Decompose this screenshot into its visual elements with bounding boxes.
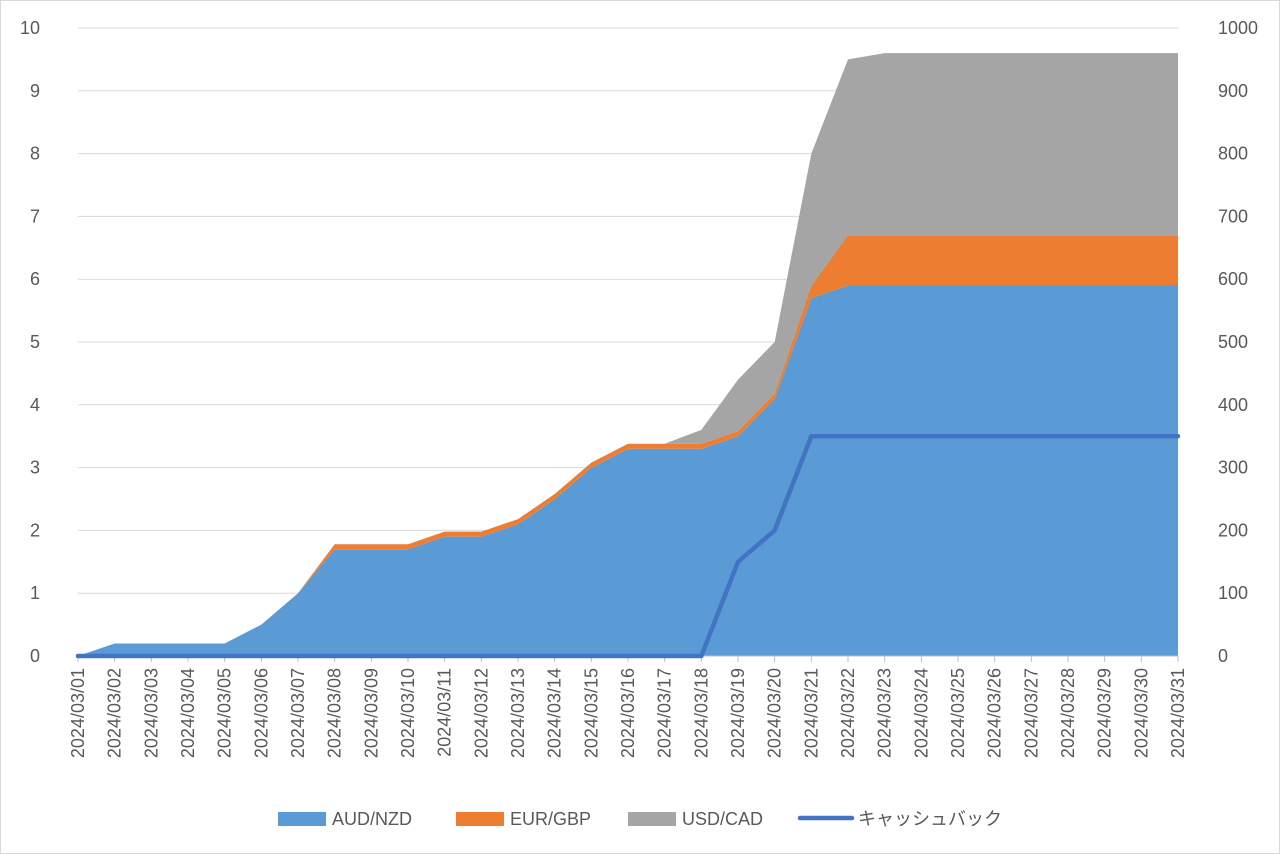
x-tick-label: 2024/03/11 bbox=[435, 668, 455, 757]
x-tick-label: 2024/03/12 bbox=[471, 668, 491, 758]
x-tick-label: 2024/03/06 bbox=[251, 668, 271, 758]
x-tick-label: 2024/03/23 bbox=[875, 668, 895, 758]
x-tick-label: 2024/03/20 bbox=[765, 668, 785, 758]
x-tick-label: 2024/03/04 bbox=[178, 668, 198, 758]
x-tick-label: 2024/03/05 bbox=[215, 668, 235, 758]
right-tick-label: 300 bbox=[1218, 458, 1248, 478]
x-tick-label: 2024/03/26 bbox=[985, 668, 1005, 758]
x-tick-label: 2024/03/15 bbox=[581, 668, 601, 758]
x-tick-label: 2024/03/13 bbox=[508, 668, 528, 758]
left-tick-label: 7 bbox=[30, 206, 40, 226]
left-tick-label: 4 bbox=[30, 395, 40, 415]
right-axis-ticks: 0 100 200 300 400 500 600 700 800 900 1000 bbox=[1218, 18, 1258, 666]
x-axis-ticks: 2024/03/01 2024/03/02 2024/03/03 2024/03/04… bbox=[68, 668, 1188, 758]
area-series-usd-cad bbox=[78, 53, 1178, 657]
right-tick-label: 0 bbox=[1218, 646, 1228, 666]
legend-usd-cad-label: USD/CAD bbox=[682, 809, 763, 829]
x-tick-label: 2024/03/02 bbox=[105, 668, 125, 758]
left-tick-label: 0 bbox=[30, 646, 40, 666]
x-tick-label: 2024/03/22 bbox=[838, 668, 858, 758]
x-tick-label: 2024/03/19 bbox=[728, 668, 748, 758]
left-tick-label: 1 bbox=[30, 583, 40, 603]
right-tick-label: 600 bbox=[1218, 269, 1248, 289]
legend-aud-nzd-swatch bbox=[278, 812, 326, 826]
right-tick-label: 400 bbox=[1218, 395, 1248, 415]
left-tick-label: 6 bbox=[30, 269, 40, 289]
left-tick-label: 10 bbox=[20, 18, 40, 38]
x-tick-label: 2024/03/09 bbox=[361, 668, 381, 758]
x-tick-label: 2024/03/01 bbox=[68, 668, 88, 758]
x-tick-label: 2024/03/07 bbox=[288, 668, 308, 758]
line-series-group bbox=[75, 433, 1181, 659]
legend-usd-cad-swatch bbox=[628, 812, 676, 826]
x-tick-label: 2024/03/18 bbox=[691, 668, 711, 758]
area-series-aud-nzd bbox=[78, 285, 1178, 656]
left-axis-ticks: 0 1 2 3 4 5 6 7 8 9 10 bbox=[20, 18, 40, 666]
x-tick-label: 2024/03/27 bbox=[1021, 668, 1041, 758]
left-tick-label: 9 bbox=[30, 81, 40, 101]
x-tick-label: 2024/03/16 bbox=[618, 668, 638, 758]
x-tick-label: 2024/03/31 bbox=[1168, 668, 1188, 758]
x-tick-label: 2024/03/10 bbox=[398, 668, 418, 758]
left-tick-label: 3 bbox=[30, 458, 40, 478]
legend-eur-gbp-swatch bbox=[456, 812, 504, 826]
x-tick-label: 2024/03/17 bbox=[655, 668, 675, 758]
left-tick-label: 8 bbox=[30, 144, 40, 164]
right-tick-label: 1000 bbox=[1218, 18, 1258, 38]
right-tick-label: 800 bbox=[1218, 144, 1248, 164]
x-tick-label: 2024/03/25 bbox=[948, 668, 968, 758]
x-tick-label: 2024/03/08 bbox=[325, 668, 345, 758]
left-tick-label: 5 bbox=[30, 332, 40, 352]
right-tick-label: 200 bbox=[1218, 520, 1248, 540]
x-tick-label: 2024/03/28 bbox=[1058, 668, 1078, 758]
right-tick-label: 700 bbox=[1218, 206, 1248, 226]
x-tick-label: 2024/03/30 bbox=[1131, 668, 1151, 758]
x-tick-label: 2024/03/24 bbox=[911, 668, 931, 758]
left-tick-label: 2 bbox=[30, 520, 40, 540]
right-tick-label: 100 bbox=[1218, 583, 1248, 603]
legend: AUD/NZD EUR/GBP USD/CAD キャッシュバック bbox=[278, 809, 1002, 829]
area-series-eur-gbp bbox=[78, 235, 1178, 657]
right-tick-label: 900 bbox=[1218, 81, 1248, 101]
right-tick-label: 500 bbox=[1218, 332, 1248, 352]
x-tick-label: 2024/03/03 bbox=[141, 668, 161, 758]
line-series-cashback bbox=[75, 433, 1181, 659]
area-series-group bbox=[78, 53, 1178, 657]
legend-cashback-label: キャッシュバック bbox=[858, 809, 1002, 829]
x-tick-label: 2024/03/21 bbox=[801, 668, 821, 758]
x-tick-label: 2024/03/14 bbox=[545, 668, 565, 758]
legend-aud-nzd-label: AUD/NZD bbox=[332, 809, 412, 829]
legend-eur-gbp-label: EUR/GBP bbox=[510, 809, 591, 829]
x-tick-label: 2024/03/29 bbox=[1095, 668, 1115, 758]
